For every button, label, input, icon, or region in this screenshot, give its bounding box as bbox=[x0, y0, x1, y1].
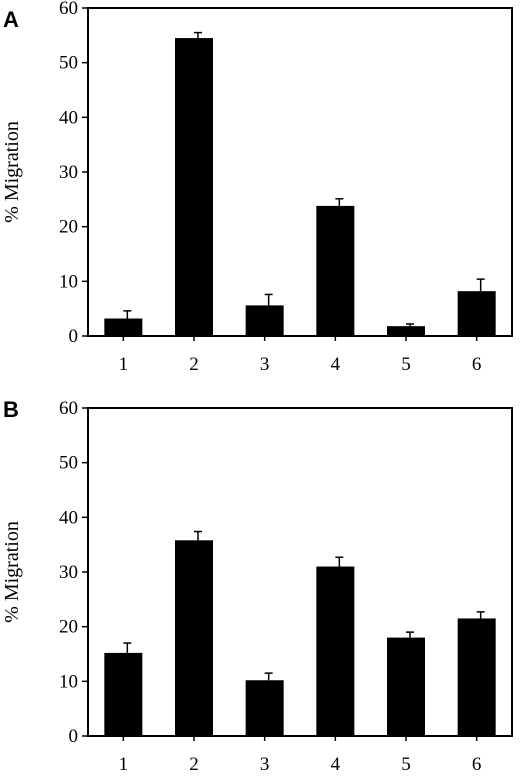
panel-a-plot-frame bbox=[87, 7, 513, 337]
panel-a-x-tick-label: 1 bbox=[119, 354, 129, 375]
panel-a-y-tick-label: 0 bbox=[69, 326, 79, 347]
panel-a-x-tick-label: 5 bbox=[401, 354, 411, 375]
panel-a-x-tick-label: 3 bbox=[260, 354, 270, 375]
panel-a-label: A bbox=[3, 7, 19, 32]
panel-b-label: B bbox=[3, 397, 19, 422]
panel-a-y-tick-label: 50 bbox=[59, 53, 78, 74]
panel-a-bar-1 bbox=[104, 318, 143, 336]
panel-b-bar-6 bbox=[457, 618, 496, 736]
panel-a-bar-4 bbox=[316, 205, 355, 336]
panel-a-x-tick-label: 4 bbox=[331, 354, 341, 375]
panel-b-x-tick-label: 6 bbox=[472, 754, 482, 775]
panel-a-bar-6 bbox=[457, 291, 496, 336]
panel-b-chart: B 0 10 20 30 40 50 60 % Migration 1 2 3 4 5 6 bbox=[1, 397, 513, 775]
panel-b-bar-1 bbox=[104, 652, 143, 736]
panel-b-y-tick-label: 10 bbox=[59, 671, 78, 692]
panel-b-x-tick-label: 5 bbox=[401, 754, 411, 775]
panel-a-y-tick-label: 60 bbox=[59, 0, 78, 19]
panel-a-x-tick-label: 6 bbox=[472, 354, 482, 375]
panel-b-y-tick-label: 0 bbox=[69, 726, 79, 747]
panel-b-bar-5 bbox=[387, 637, 425, 736]
panel-a-y-tick-label: 10 bbox=[59, 271, 78, 292]
panel-b-x-tick-label: 4 bbox=[331, 754, 341, 775]
panel-a-y-tick-label: 40 bbox=[59, 107, 78, 128]
panel-a-bar-2 bbox=[175, 38, 213, 337]
panel-b-y-tick-label: 50 bbox=[59, 453, 78, 474]
panel-a-bar-5 bbox=[387, 326, 425, 336]
panel-b-bar-2 bbox=[175, 540, 213, 736]
panel-b-y-axis-title: % Migration bbox=[1, 521, 23, 623]
panel-a-chart: A 0 10 20 30 40 50 60 % Migration 1 2 3 4 5 6 bbox=[1, 0, 513, 375]
panel-a-y-tick-label: 20 bbox=[59, 217, 78, 238]
panel-b-x-tick-label: 2 bbox=[189, 754, 199, 775]
panel-a-x-tick-label: 2 bbox=[189, 354, 199, 375]
panel-b-y-tick-label: 60 bbox=[59, 398, 78, 419]
panel-b-plot-frame bbox=[87, 407, 513, 737]
panel-a-y-axis-title: % Migration bbox=[1, 121, 23, 223]
panel-b-y-tick-label: 40 bbox=[59, 507, 78, 528]
panel-b-bar-4 bbox=[316, 566, 355, 736]
panel-b-y-tick-label: 30 bbox=[59, 562, 78, 583]
panel-a-y-tick-label: 30 bbox=[59, 162, 78, 183]
panel-b-y-tick-label: 20 bbox=[59, 617, 78, 638]
panel-b-x-tick-label: 3 bbox=[260, 754, 270, 775]
panel-b-x-tick-label: 1 bbox=[119, 754, 129, 775]
panel-a-bar-3 bbox=[245, 305, 284, 336]
panel-b-bar-3 bbox=[245, 680, 284, 736]
